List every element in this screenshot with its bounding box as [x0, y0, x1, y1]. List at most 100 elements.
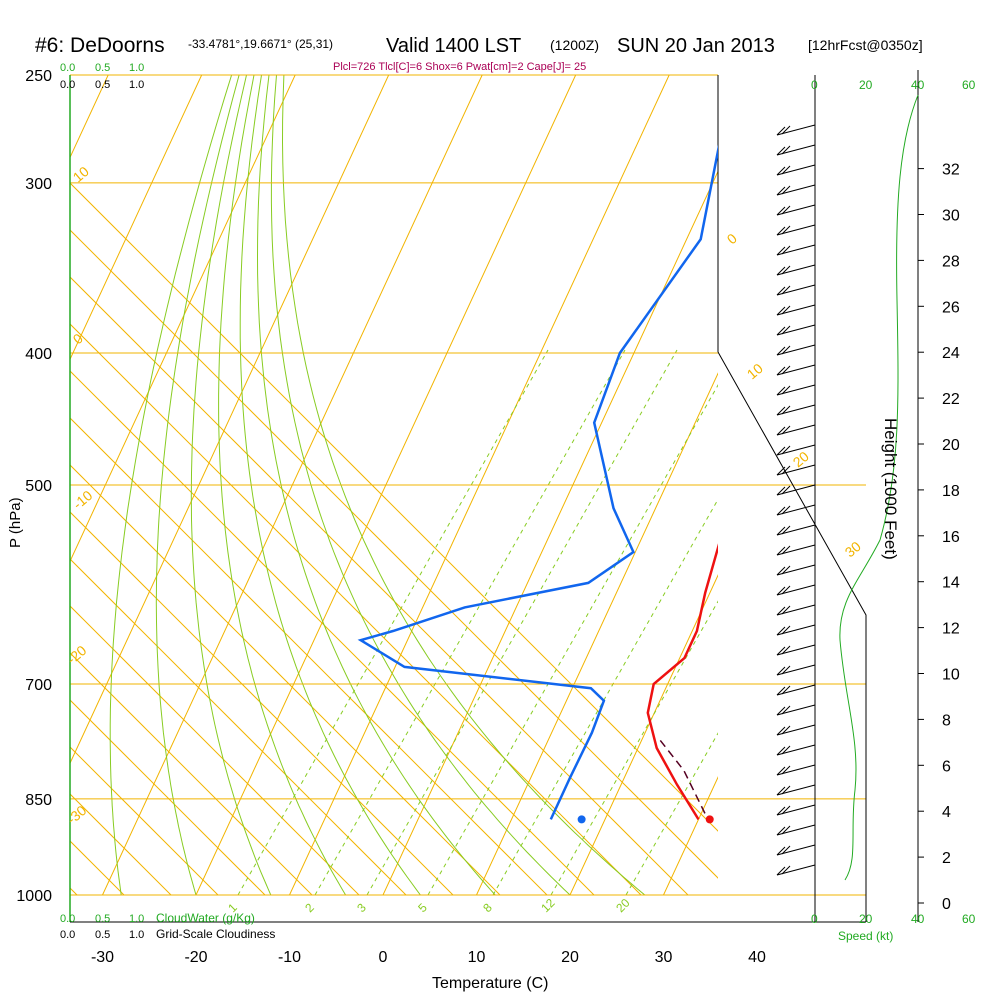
wind-barb [776, 724, 816, 736]
forecast-hour: [12hrFcst@0350z] [808, 37, 923, 53]
x-tick-label: 0 [379, 949, 388, 966]
plot-border [69, 70, 919, 923]
adiabat-line [70, 652, 313, 895]
wind-barb-flag [776, 146, 786, 156]
height-tick-label: 10 [942, 667, 960, 684]
wind-barb [776, 384, 816, 396]
bottom-green-1: 0.5 [95, 913, 110, 925]
wind-barb-flag [781, 645, 791, 655]
y-tick-label: 1000 [16, 888, 52, 905]
wind-barb [776, 464, 816, 476]
wind-barb-flag [781, 605, 791, 615]
wind-barb-flag [781, 565, 791, 575]
isotherm-line [851, 75, 1000, 895]
wind-barb-flag [781, 205, 791, 215]
wind-barb-flag [776, 446, 786, 456]
wind-barb-flag [776, 626, 786, 636]
wind-barb [776, 824, 816, 836]
y-tick-label: 850 [25, 792, 52, 809]
height-tick-label: 26 [942, 299, 960, 316]
valid-time: Valid 1400 LST [386, 35, 521, 57]
wind-barb-flag [776, 806, 786, 816]
wind-barb [776, 664, 816, 676]
wind-barb-flag [781, 485, 791, 495]
x-tick-label: 20 [561, 949, 579, 966]
y-tick-label: 400 [25, 346, 52, 363]
height-tick-label: 24 [942, 345, 960, 362]
wind-barb [776, 264, 816, 276]
wind-barb-flag [781, 365, 791, 375]
mixing-ratio-line [314, 349, 626, 895]
wind-barb [776, 364, 816, 376]
mixing-ratio-label: 2 [302, 900, 317, 915]
height-tick-label: 16 [942, 529, 960, 546]
station-coords: -33.4781°,19.6671° (25,31) [188, 37, 333, 51]
wind-barb-flag [776, 826, 786, 836]
height-axis-title: Height (1000 Feet) [881, 418, 900, 560]
adiabat-line [70, 558, 407, 895]
wind-barb-flag [776, 126, 786, 136]
wind-barb-flag [776, 646, 786, 656]
wind-barb-flag [781, 685, 791, 695]
adiabat-line [70, 746, 219, 895]
wind-barb [776, 584, 816, 596]
wind-barb-flag [776, 286, 786, 296]
wind-barb-flag [781, 245, 791, 255]
wind-barb-flag [776, 786, 786, 796]
moist-adiabat-line [155, 75, 240, 895]
station-title: #6: DeDoorns [35, 34, 165, 57]
isobar-lines [70, 74, 866, 896]
right-border-slope [717, 351, 867, 922]
height-tick-label: 8 [942, 712, 951, 729]
mixing-ratio-label: 20 [613, 896, 633, 916]
x-tick-label: 40 [748, 949, 766, 966]
wind-barb [776, 624, 816, 636]
wind-barb [776, 204, 816, 216]
isotherm-label: 10 [70, 163, 92, 185]
height-tick-label: 28 [942, 253, 960, 270]
mixing-ratio-line [550, 600, 718, 895]
wind-barb [776, 564, 816, 576]
wind-barb-flag [776, 186, 786, 196]
top-black-0: 0.0 [60, 79, 75, 91]
wind-barb-flag [776, 386, 786, 396]
mixing-ratio-label: 5 [415, 900, 430, 915]
wind-barb-flag [776, 866, 786, 876]
y-tick-label: 500 [25, 478, 52, 495]
adiabat-line [70, 511, 454, 895]
isotherm-line [569, 574, 718, 895]
wind-barb [776, 704, 816, 716]
y-tick-label: 250 [25, 68, 52, 85]
wind-barb [776, 524, 816, 536]
wind-barb-flag [781, 725, 791, 735]
wind-barb [776, 344, 816, 356]
mixing-ratio-line [427, 384, 718, 895]
wind-barb [776, 404, 816, 416]
wind-barb-flag [781, 405, 791, 415]
height-tick-label: 18 [942, 483, 960, 500]
wind-barb-flag [776, 846, 786, 856]
height-tick-label: 4 [942, 804, 951, 821]
cloudwater-curve [839, 94, 919, 881]
wind-barb-flag [781, 285, 791, 295]
wind-barb [776, 324, 816, 336]
speed-top-40: 40 [911, 78, 925, 92]
cloudiness-label: Grid-Scale Cloudiness [156, 927, 275, 941]
top-black-2: 1.0 [129, 79, 144, 91]
speed-top-60: 60 [962, 78, 976, 92]
wind-barb-flag [776, 366, 786, 376]
sounding-profiles [357, 144, 718, 824]
x-tick-label: -20 [184, 949, 207, 966]
speed-label: Speed (kt) [838, 929, 893, 943]
height-tick-label: 12 [942, 621, 960, 638]
wind-barb-flag [781, 265, 791, 275]
height-tick-label: 6 [942, 758, 951, 775]
wind-barb-flag [781, 525, 791, 535]
wind-barb-flag [781, 545, 791, 555]
wind-barb [776, 544, 816, 556]
wind-barb-flag [776, 226, 786, 236]
wind-barb-flag [781, 765, 791, 775]
wind-barb [776, 244, 816, 256]
